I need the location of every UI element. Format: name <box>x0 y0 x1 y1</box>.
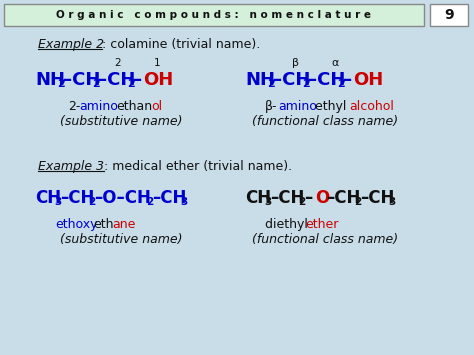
Text: NH: NH <box>245 71 275 89</box>
Text: –CH: –CH <box>60 189 94 207</box>
Text: –O–CH: –O–CH <box>94 189 151 207</box>
Text: 2: 2 <box>115 58 121 68</box>
Text: 2: 2 <box>88 197 95 207</box>
Text: 2: 2 <box>146 197 153 207</box>
Text: –: – <box>133 71 142 89</box>
Text: –CH: –CH <box>326 189 360 207</box>
Text: ol: ol <box>151 100 162 113</box>
Text: : medical ether (trivial name).: : medical ether (trivial name). <box>104 160 292 173</box>
Text: (functional class name): (functional class name) <box>252 233 398 246</box>
Text: 3: 3 <box>388 197 395 207</box>
Text: : colamine (trivial name).: : colamine (trivial name). <box>102 38 260 51</box>
Text: –: – <box>304 189 312 207</box>
Text: OH: OH <box>143 71 173 89</box>
Text: O r g a n i c   c o m p o u n d s :   n o m e n c l a t u r e: O r g a n i c c o m p o u n d s : n o m … <box>56 10 372 20</box>
Text: ethyl: ethyl <box>315 100 350 113</box>
Text: 2: 2 <box>127 79 135 89</box>
Text: 3: 3 <box>54 197 61 207</box>
Text: β-: β- <box>265 100 277 113</box>
Text: (substitutive name): (substitutive name) <box>60 115 182 128</box>
FancyBboxPatch shape <box>4 4 424 26</box>
Text: alcohol: alcohol <box>349 100 394 113</box>
Text: 2: 2 <box>302 79 310 89</box>
Text: –CH: –CH <box>270 189 304 207</box>
Text: –CH: –CH <box>98 71 136 89</box>
Text: α: α <box>331 58 339 68</box>
Text: Example 2: Example 2 <box>38 38 104 51</box>
Text: ethan: ethan <box>116 100 152 113</box>
Text: 2: 2 <box>267 79 275 89</box>
Text: OH: OH <box>353 71 383 89</box>
Text: –CH: –CH <box>308 71 346 89</box>
Text: NH: NH <box>35 71 65 89</box>
Text: –CH: –CH <box>152 189 186 207</box>
Text: 9: 9 <box>444 8 454 22</box>
Text: ane: ane <box>112 218 136 231</box>
Text: –CH: –CH <box>360 189 394 207</box>
Text: 2: 2 <box>57 79 65 89</box>
Text: β: β <box>292 58 300 68</box>
Text: amino: amino <box>278 100 317 113</box>
Text: amino: amino <box>79 100 118 113</box>
Text: (substitutive name): (substitutive name) <box>60 233 182 246</box>
Text: eth: eth <box>93 218 113 231</box>
Text: 2: 2 <box>337 79 345 89</box>
Text: –CH: –CH <box>63 71 100 89</box>
Text: ethoxy: ethoxy <box>55 218 98 231</box>
Text: 3: 3 <box>180 197 187 207</box>
Text: 2: 2 <box>354 197 361 207</box>
Text: 2: 2 <box>298 197 305 207</box>
Text: CH: CH <box>245 189 271 207</box>
Text: diethyl: diethyl <box>265 218 312 231</box>
Text: O: O <box>315 189 329 207</box>
FancyBboxPatch shape <box>430 4 468 26</box>
Text: –: – <box>343 71 352 89</box>
Text: CH: CH <box>35 189 61 207</box>
Text: –CH: –CH <box>273 71 310 89</box>
Text: ether: ether <box>305 218 338 231</box>
Text: 2: 2 <box>92 79 100 89</box>
Text: 3: 3 <box>264 197 271 207</box>
Text: Example 3: Example 3 <box>38 160 104 173</box>
Text: (functional class name): (functional class name) <box>252 115 398 128</box>
Text: 1: 1 <box>154 58 160 68</box>
Text: 2-: 2- <box>68 100 81 113</box>
